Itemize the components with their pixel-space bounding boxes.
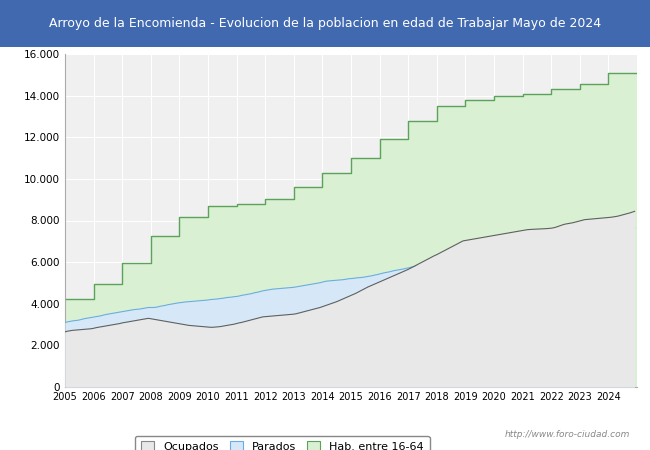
Legend: Ocupados, Parados, Hab. entre 16-64: Ocupados, Parados, Hab. entre 16-64	[135, 436, 430, 450]
Text: Arroyo de la Encomienda - Evolucion de la poblacion en edad de Trabajar Mayo de : Arroyo de la Encomienda - Evolucion de l…	[49, 17, 601, 30]
Text: http://www.foro-ciudad.com: http://www.foro-ciudad.com	[505, 430, 630, 439]
